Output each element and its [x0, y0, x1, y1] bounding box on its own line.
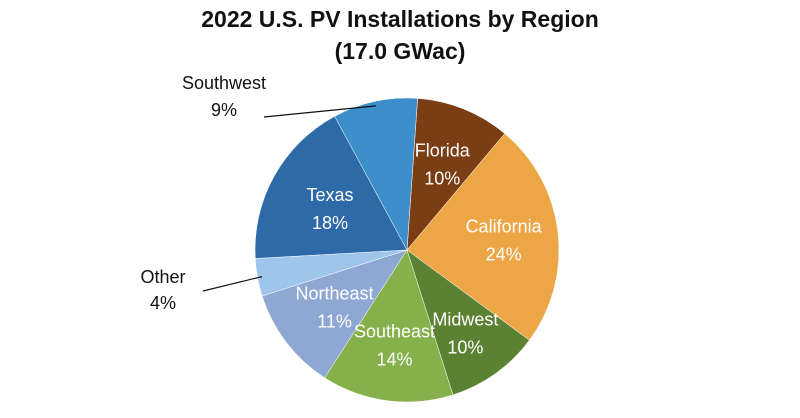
- slice-label-midwest: Midwest: [432, 310, 498, 330]
- leader-line-southwest: [263, 105, 376, 118]
- slice-label-florida: Florida: [415, 141, 471, 161]
- slice-label-northeast: Northeast: [296, 283, 374, 303]
- pie-slice-florida: [406, 98, 506, 251]
- slice-label-texas: Texas: [307, 185, 354, 205]
- pie-slice-northeast: [261, 249, 408, 379]
- pie-slice-southeast: [324, 249, 454, 403]
- slice-label-southeast: Southeast: [354, 321, 435, 341]
- pie-slices: [254, 97, 560, 403]
- slice-value-california: 24%: [486, 244, 522, 264]
- slice-value-southeast: 14%: [377, 349, 413, 369]
- slice-label-other: Other: [140, 267, 185, 287]
- leader-line-other: [202, 276, 263, 292]
- pie-slice-southwest: [334, 97, 418, 251]
- slice-value-southwest: 9%: [211, 100, 237, 120]
- slice-label-california: California: [466, 216, 543, 236]
- slice-value-texas: 18%: [312, 213, 348, 233]
- slice-value-florida: 10%: [424, 169, 460, 189]
- slice-labels: Florida 10% California 24% Midwest 10% Southea…: [140, 73, 542, 369]
- slice-value-midwest: 10%: [447, 338, 483, 358]
- chart-title: 2022 U.S. PV Installations by Region: [201, 6, 599, 32]
- leader-lines: [202, 105, 376, 292]
- chart-subtitle: (17.0 GWac): [334, 38, 466, 64]
- slice-value-other: 4%: [150, 293, 176, 313]
- slice-label-southwest: Southwest: [182, 73, 266, 93]
- slice-value-northeast: 11%: [317, 311, 352, 331]
- pie-slice-texas: [254, 115, 408, 259]
- pie-slice-midwest: [406, 249, 530, 396]
- pie-slice-california: [406, 133, 560, 341]
